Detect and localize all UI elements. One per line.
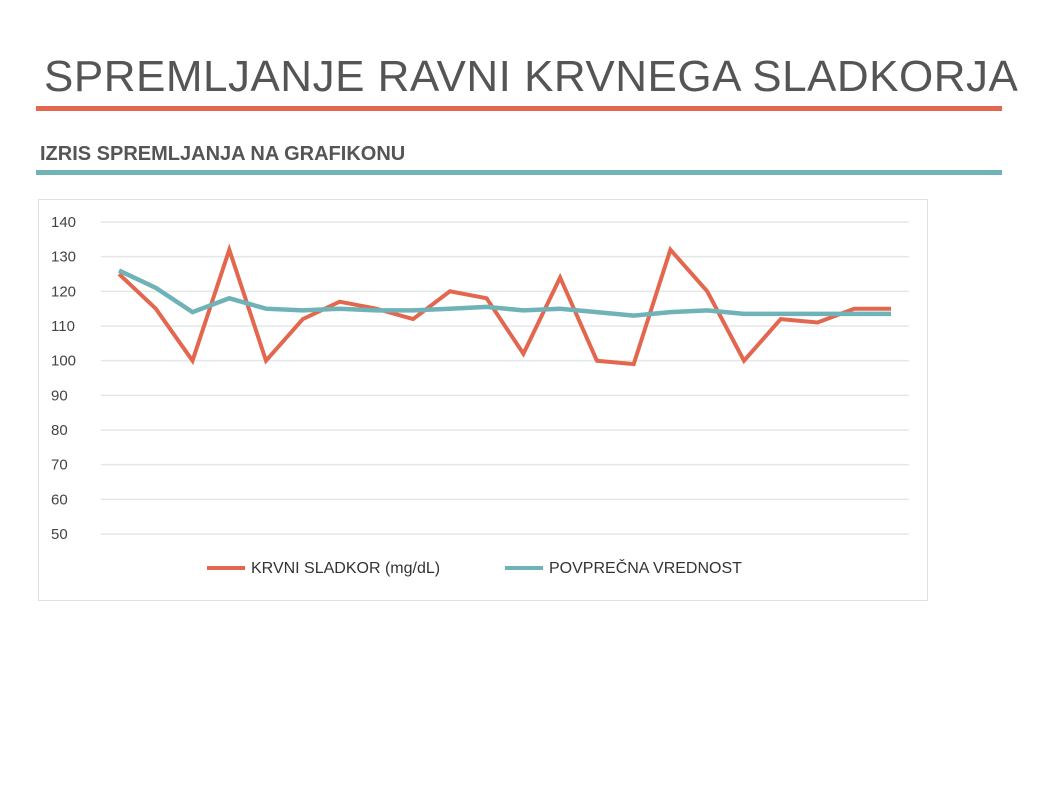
y-tick-label: 90 — [51, 387, 68, 404]
legend-label: KRVNI SLADKOR (mg/dL) — [251, 560, 440, 577]
y-tick-label: 80 — [51, 422, 68, 439]
y-tick-label: 120 — [51, 283, 76, 300]
page-title: SPREMLJANJE RAVNI KRVNEGA SLADKORJA — [44, 52, 1019, 101]
y-tick-label: 140 — [51, 214, 76, 231]
line-chart: 140 130 120 110 100 90 80 70 60 50 KRVNI SLADKOR (… — [51, 214, 909, 577]
series-line-average — [118, 268, 891, 318]
chart-container: 140 130 120 110 100 90 80 70 60 50 KRVNI SLADKOR (… — [38, 199, 928, 601]
y-tick-label: 70 — [51, 457, 68, 474]
subtitle-divider — [36, 170, 1002, 175]
y-tick-label: 50 — [51, 526, 68, 543]
y-tick-label: 110 — [51, 318, 75, 335]
y-tick-label: 100 — [51, 353, 76, 370]
y-tick-label: 60 — [51, 491, 68, 508]
legend-label: POVPREČNA VREDNOST — [549, 558, 742, 577]
title-divider — [36, 106, 1002, 111]
section-subtitle: IZRIS SPREMLJANJA NA GRAFIKONU — [40, 143, 406, 165]
y-tick-label: 130 — [51, 249, 76, 266]
